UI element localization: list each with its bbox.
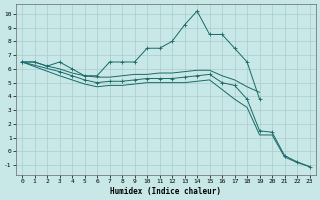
X-axis label: Humidex (Indice chaleur): Humidex (Indice chaleur) (110, 187, 221, 196)
